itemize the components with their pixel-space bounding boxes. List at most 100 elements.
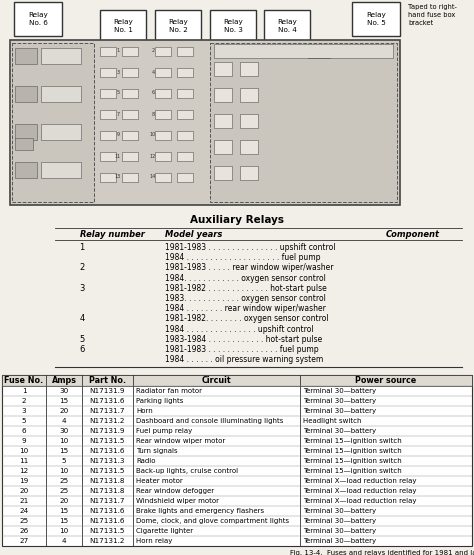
Text: 1981-1983 . . . . . . . . . . . . . . . fuel pump: 1981-1983 . . . . . . . . . . . . . . . …: [165, 345, 319, 354]
Text: 1984 . . . . . . . . rear window wiper/washer: 1984 . . . . . . . . rear window wiper/w…: [165, 304, 326, 313]
Bar: [122, 131, 138, 140]
Text: Terminal X—load reduction relay: Terminal X—load reduction relay: [303, 498, 417, 504]
Bar: [122, 89, 138, 98]
Text: Fig. 13-4.  Fuses and relays identified for 1981 and later
U.S.-built models wit: Fig. 13-4. Fuses and relays identified f…: [290, 551, 474, 555]
Bar: [100, 89, 116, 98]
Text: 25: 25: [59, 488, 69, 495]
Text: 10: 10: [59, 438, 69, 445]
Text: 25: 25: [59, 478, 69, 485]
Text: 4: 4: [62, 538, 66, 544]
Text: Terminal 15—ignition switch: Terminal 15—ignition switch: [303, 468, 402, 475]
Text: Brake lights and emergency flashers: Brake lights and emergency flashers: [136, 508, 264, 514]
Text: Terminal 30—battery: Terminal 30—battery: [303, 388, 376, 395]
Text: 1984. . . . . . . . . . . . oxygen sensor control: 1984. . . . . . . . . . . . oxygen senso…: [165, 274, 326, 282]
Text: 6: 6: [22, 428, 27, 435]
Bar: [15, 48, 37, 64]
Text: 6: 6: [79, 345, 85, 354]
Text: Terminal 30—battery: Terminal 30—battery: [303, 528, 376, 534]
Text: Rear window wiper motor: Rear window wiper motor: [136, 438, 225, 445]
Text: Terminal 30—battery: Terminal 30—battery: [303, 428, 376, 435]
Bar: [122, 173, 138, 182]
Text: 24: 24: [19, 508, 28, 514]
Text: 3: 3: [79, 284, 85, 293]
Text: N17131.6: N17131.6: [90, 508, 125, 514]
Bar: [100, 47, 116, 56]
Text: 2: 2: [151, 48, 155, 53]
Text: 20: 20: [19, 488, 28, 495]
Text: Horn: Horn: [136, 408, 153, 415]
Bar: [41, 124, 81, 140]
Text: 10: 10: [59, 468, 69, 475]
Bar: [122, 110, 138, 119]
Text: Circuit: Circuit: [202, 376, 231, 385]
Bar: [41, 86, 81, 102]
Text: 1983-1984 . . . . . . . . . . . . hot-start pulse: 1983-1984 . . . . . . . . . . . . hot-st…: [165, 335, 322, 344]
Text: 30: 30: [59, 428, 69, 435]
Text: 15: 15: [59, 398, 69, 405]
Bar: [155, 47, 171, 56]
Text: 11: 11: [115, 154, 121, 159]
Bar: [155, 173, 171, 182]
Text: 11: 11: [19, 458, 28, 465]
Text: N17131.5: N17131.5: [90, 438, 125, 445]
Text: 4: 4: [151, 69, 155, 74]
Bar: [210, 43, 397, 202]
Text: 7: 7: [117, 112, 119, 117]
Text: 21: 21: [19, 498, 28, 504]
Text: Fuse No.: Fuse No.: [4, 376, 44, 385]
Text: N17131.5: N17131.5: [90, 468, 125, 475]
Bar: [2, 375, 472, 386]
Text: 1983. . . . . . . . . . . . oxygen sensor control: 1983. . . . . . . . . . . . oxygen senso…: [165, 294, 326, 303]
Text: 8: 8: [151, 112, 155, 117]
Text: 26: 26: [19, 528, 28, 534]
Bar: [14, 2, 62, 36]
Text: Terminal 30—battery: Terminal 30—battery: [303, 398, 376, 405]
Text: Terminal 15—ignition switch: Terminal 15—ignition switch: [303, 458, 402, 465]
Text: 3: 3: [22, 408, 27, 415]
Text: 1981-1982. . . . . . . . oxygen sensor control: 1981-1982. . . . . . . . oxygen sensor c…: [165, 314, 328, 324]
Text: Relay
No. 5: Relay No. 5: [366, 12, 386, 26]
Text: Dome, clock, and glove compartment lights: Dome, clock, and glove compartment light…: [136, 518, 289, 524]
Text: 20: 20: [59, 408, 69, 415]
Text: Terminal 30—battery: Terminal 30—battery: [303, 538, 376, 544]
Text: 13: 13: [115, 174, 121, 179]
Text: Terminal X—load reduction relay: Terminal X—load reduction relay: [303, 478, 417, 485]
Text: Windshield wiper motor: Windshield wiper motor: [136, 498, 219, 504]
Text: Taped to right-
hand fuse box
bracket: Taped to right- hand fuse box bracket: [408, 4, 457, 26]
Text: Relay
No. 1: Relay No. 1: [113, 19, 133, 33]
Bar: [15, 162, 37, 178]
Text: Turn signals: Turn signals: [136, 448, 178, 455]
Text: 15: 15: [59, 518, 69, 524]
Bar: [100, 173, 116, 182]
Text: Radiator fan motor: Radiator fan motor: [136, 388, 202, 395]
Text: N17131.7: N17131.7: [90, 408, 125, 415]
Text: Relay number: Relay number: [80, 230, 145, 239]
Text: Headlight switch: Headlight switch: [303, 418, 362, 425]
Text: Auxiliary Relays: Auxiliary Relays: [190, 215, 284, 225]
Bar: [214, 140, 232, 154]
Text: Relay
No. 2: Relay No. 2: [168, 19, 188, 33]
Bar: [177, 110, 193, 119]
Bar: [214, 114, 232, 128]
Bar: [155, 89, 171, 98]
Text: Terminal 15—ignition switch: Terminal 15—ignition switch: [303, 438, 402, 445]
Text: 2: 2: [22, 398, 27, 405]
Text: N17131.6: N17131.6: [90, 448, 125, 455]
Text: N17131.5: N17131.5: [90, 528, 125, 534]
Text: 14: 14: [150, 174, 156, 179]
Bar: [122, 68, 138, 77]
Bar: [12, 43, 94, 202]
Text: N17131.9: N17131.9: [90, 388, 125, 395]
Bar: [240, 62, 258, 76]
Text: 10: 10: [59, 528, 69, 534]
Text: 2: 2: [79, 264, 85, 273]
Text: Dashboard and console illuminating lights: Dashboard and console illuminating light…: [136, 418, 283, 425]
Text: Relay
No. 6: Relay No. 6: [28, 12, 48, 26]
Text: 4: 4: [79, 314, 85, 324]
Text: 5: 5: [117, 90, 119, 95]
Text: 1: 1: [117, 48, 119, 53]
Text: Component: Component: [386, 230, 440, 239]
Text: 20: 20: [59, 498, 69, 504]
Text: Horn relay: Horn relay: [136, 538, 173, 544]
Text: 1981-1983 . . . . . rear window wiper/washer: 1981-1983 . . . . . rear window wiper/wa…: [165, 264, 334, 273]
